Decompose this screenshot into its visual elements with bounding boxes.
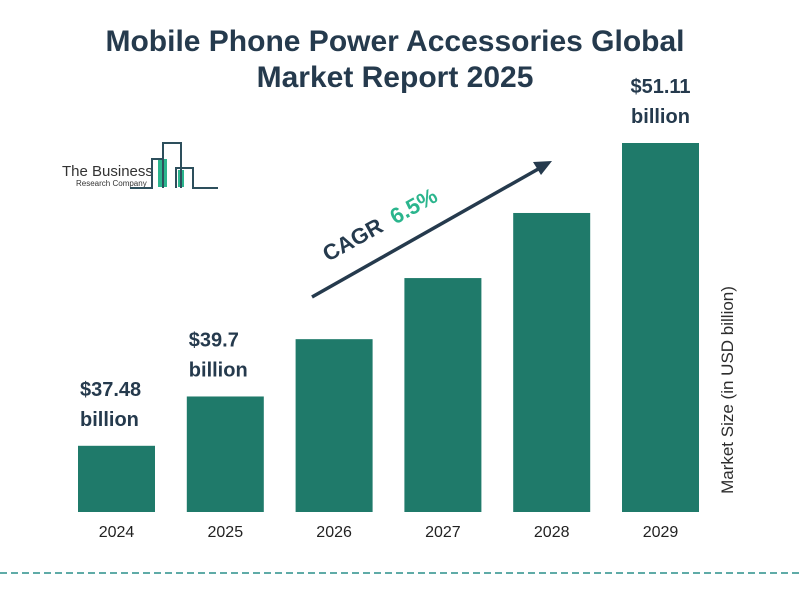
- x-tick-label: 2027: [425, 524, 461, 541]
- data-label-2024: $37.48: [80, 379, 141, 401]
- data-label-2025: billion: [189, 359, 248, 381]
- cagr-arrow-line: [311, 166, 541, 299]
- cagr-arrow-head: [533, 161, 552, 175]
- title-line-2: Market Report 2025: [256, 61, 534, 94]
- x-tick-label: 2025: [208, 524, 244, 541]
- data-label-2025: $39.7: [189, 329, 239, 351]
- bar-2025: [186, 396, 264, 512]
- x-tick-label: 2028: [534, 524, 570, 541]
- bar-2027: [404, 278, 482, 512]
- logo-line-2: Research Company: [76, 179, 147, 188]
- chart-title: Mobile Phone Power Accessories Global Ma…: [0, 24, 790, 96]
- y-axis-label: Market Size (in USD billion): [718, 286, 737, 494]
- bar-2029: [622, 143, 699, 512]
- logo-outline: [130, 142, 218, 189]
- bar-2026: [295, 339, 373, 512]
- data-label-2029: $51.11: [630, 76, 690, 98]
- bar-2024: [78, 445, 155, 512]
- logo-line-1: The Business: [62, 163, 153, 180]
- logo: The Business Research Company: [62, 142, 218, 189]
- title-line-1: Mobile Phone Power Accessories Global: [105, 25, 685, 58]
- cagr-value: 6.5%: [386, 183, 442, 229]
- data-label-2024: billion: [80, 409, 139, 431]
- bar-2028: [513, 212, 591, 512]
- cagr-text: CAGR 6.5%: [318, 183, 441, 266]
- x-tick-label: 2026: [316, 524, 352, 541]
- x-tick-label: 2024: [99, 524, 135, 541]
- x-tick-label: 2029: [643, 524, 679, 541]
- data-label-2029: billion: [631, 106, 690, 128]
